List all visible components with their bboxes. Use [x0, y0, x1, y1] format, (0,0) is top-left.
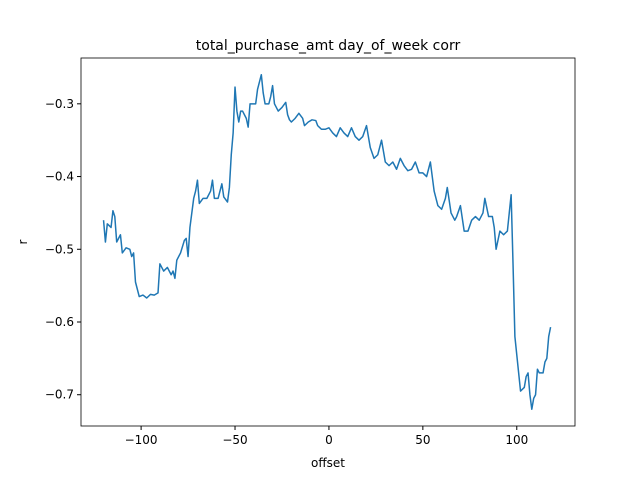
x-tick-label: 100 — [505, 433, 528, 447]
y-axis-label: r — [16, 239, 30, 244]
x-tick-label: −100 — [125, 433, 158, 447]
y-tick-label: −0.7 — [45, 388, 74, 402]
chart-title: total_purchase_amt day_of_week corr — [196, 38, 461, 54]
x-axis-label: offset — [311, 456, 345, 470]
y-tick-label: −0.6 — [45, 315, 74, 329]
data-line — [102, 73, 552, 411]
x-tick-label: 0 — [325, 433, 333, 447]
x-tick-label: −50 — [222, 433, 247, 447]
y-tick-label: −0.5 — [45, 242, 74, 256]
x-tick-label: 50 — [415, 433, 430, 447]
y-tick-label: −0.4 — [45, 170, 74, 184]
plot-frame — [80, 57, 576, 427]
y-tick-label: −0.3 — [45, 97, 74, 111]
